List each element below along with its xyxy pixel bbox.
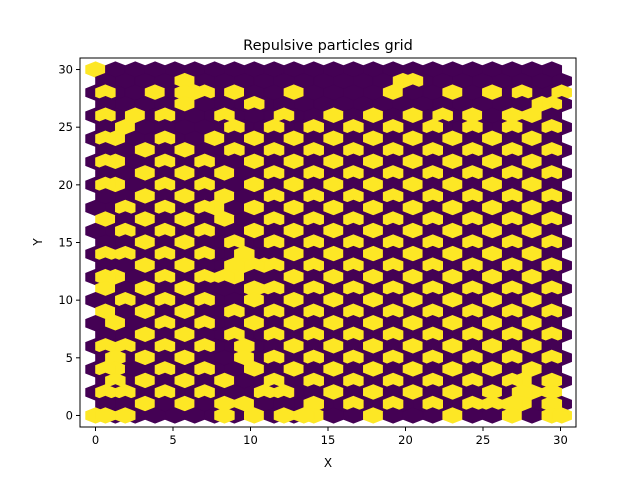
- hex-cell-filled: [551, 407, 572, 424]
- x-tick-label: 0: [92, 433, 99, 447]
- ticks-layer: 0 5 10 15 20 25 30 0 5 10 15 20 25 30: [58, 63, 567, 447]
- x-tick-label: 15: [321, 433, 336, 447]
- hex-cell-filled: [293, 407, 315, 424]
- hex-cell-filled: [115, 407, 136, 424]
- x-tick-label: 30: [553, 433, 568, 447]
- y-tick-label: 20: [58, 178, 73, 192]
- y-axis-label: Y: [31, 238, 45, 247]
- chart-title: Repulsive particles grid: [243, 38, 413, 54]
- y-tick-label: 25: [58, 120, 73, 134]
- y-tick-label: 30: [58, 63, 73, 77]
- x-tick-label: 25: [476, 433, 491, 447]
- hex-cell-filled: [214, 407, 235, 424]
- x-tick-label: 5: [169, 433, 176, 447]
- x-tick-label: 10: [243, 433, 258, 447]
- y-tick-label: 10: [58, 293, 73, 307]
- x-tick-label: 20: [398, 433, 413, 447]
- y-tick-label: 0: [66, 408, 73, 422]
- plot-frame: [79, 57, 577, 428]
- hex-layer: [85, 61, 572, 424]
- x-axis-label: X: [324, 456, 332, 470]
- y-tick-label: 15: [58, 236, 73, 250]
- y-tick-label: 5: [66, 351, 73, 365]
